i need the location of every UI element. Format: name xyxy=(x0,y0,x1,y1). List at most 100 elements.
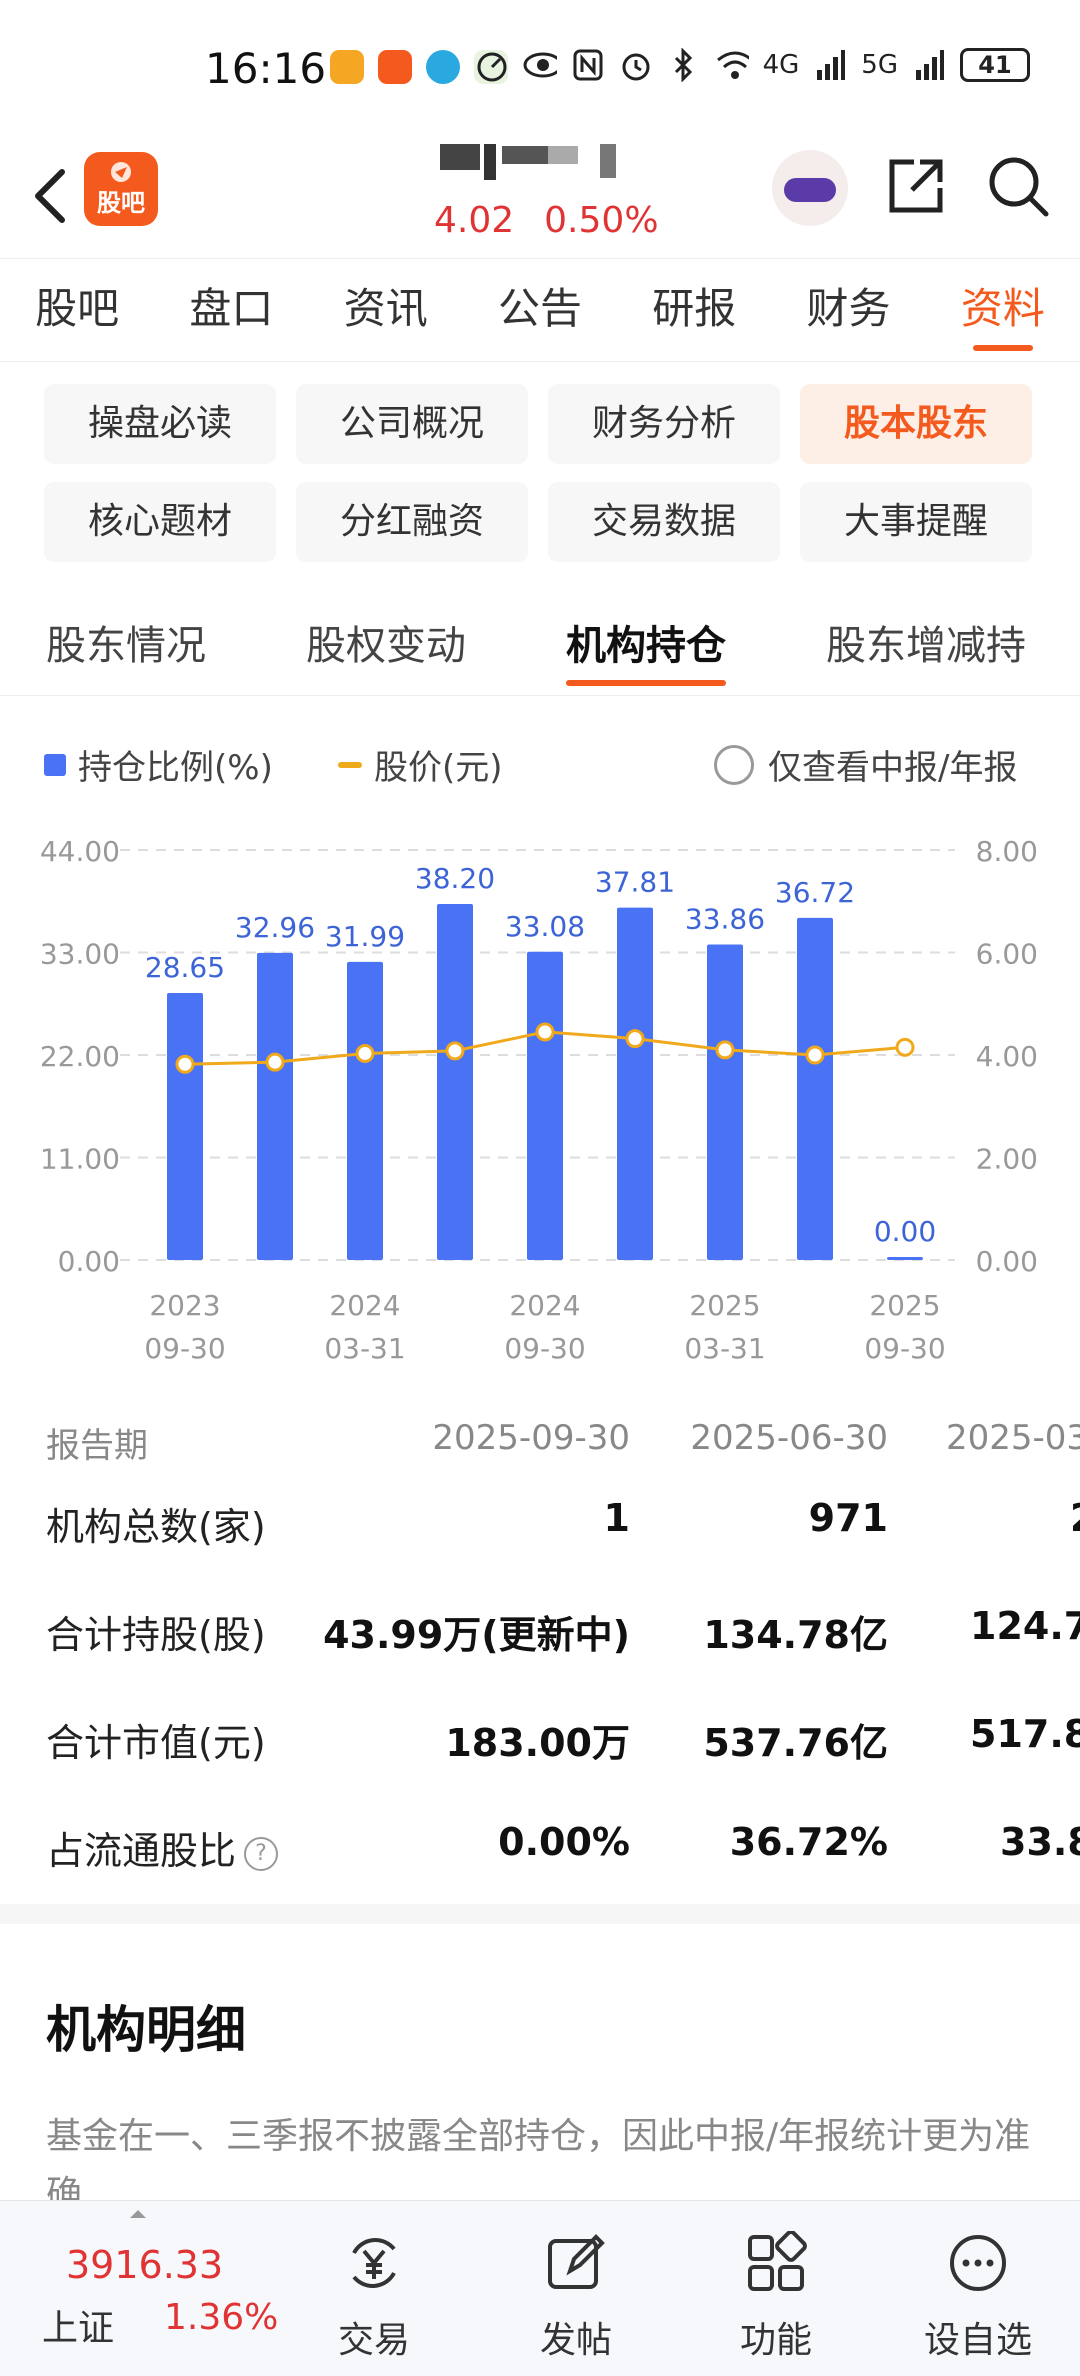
period-col-1: 2025-09-30 xyxy=(432,1418,630,1458)
report-filter-toggle[interactable]: 仅查看中报/年报 xyxy=(714,740,1017,789)
status-time: 16:16 xyxy=(205,44,327,93)
x-tick-year: 2025 xyxy=(689,1289,760,1322)
notification-icons xyxy=(330,50,508,84)
row-value: 183.00万 xyxy=(445,1721,630,1765)
tab-profile[interactable]: 资料 xyxy=(926,259,1080,361)
tab-shareholder-status[interactable]: 股东情况 xyxy=(46,623,206,669)
index-value: 3916.33 xyxy=(66,2243,224,2287)
more-icon xyxy=(950,2235,1006,2291)
nav-add-watchlist-label: 设自选 xyxy=(923,2320,1032,2361)
nav-trade[interactable]: 交易 xyxy=(294,2201,454,2376)
tab-institutional-holdings[interactable]: 机构持仓 xyxy=(566,604,726,688)
subtab-trading-guide[interactable]: 操盘必读 xyxy=(44,384,276,464)
x-tick-date: 09-30 xyxy=(144,1332,225,1365)
period-header-label: 报告期 xyxy=(46,1426,148,1466)
main-tabs: 股吧 盘口 资讯 公告 研报 财务 资料 xyxy=(0,258,1080,362)
subtab-events[interactable]: 大事提醒 xyxy=(800,482,1032,562)
row-label: 合计持股(股) xyxy=(46,1613,266,1657)
subtab-core-themes[interactable]: 核心题材 xyxy=(44,482,276,562)
subtab-dividends[interactable]: 分红融资 xyxy=(296,482,528,562)
share-button[interactable] xyxy=(884,154,948,218)
signal-5g-label: 5G xyxy=(861,50,898,80)
institution-detail-note: 基金在一、三季报不披露全部持仓，因此中报/年报统计更为准确 xyxy=(46,2116,1031,2204)
legend-bar-swatch xyxy=(44,753,66,776)
holdings-chart: 44.00 33.00 22.00 11.00 0.00 8.00 6.00 4.00 2.00… xyxy=(40,835,1038,1365)
holdings-summary-table: 报告期 2025-09-30 2025-06-30 2025-03 机构总数(家… xyxy=(0,1400,1080,1880)
yen-icon xyxy=(352,2238,396,2288)
logo-text: 股吧 xyxy=(97,188,145,217)
y-right-tick-label: 0.00 xyxy=(976,1245,1038,1278)
bar xyxy=(527,951,563,1260)
nav-functions[interactable]: 功能 xyxy=(696,2201,856,2376)
x-tick-year: 2024 xyxy=(329,1289,400,1322)
tab-guba[interactable]: 股吧 xyxy=(35,284,120,333)
y-left-tick-label: 44.00 xyxy=(40,835,120,868)
row-value: 33.8 xyxy=(1000,1820,1080,1864)
shareholder-tabs: 股东情况 股权变动 机构持仓 股东增减持 xyxy=(0,604,1080,696)
y-right-tick-label: 6.00 xyxy=(976,938,1038,971)
tab-announcements[interactable]: 公告 xyxy=(497,284,582,333)
nav-post-label: 发帖 xyxy=(539,2320,612,2361)
grid-icon xyxy=(748,2230,807,2291)
bar xyxy=(167,993,203,1260)
subtab-shareholders[interactable]: 股本股东 xyxy=(800,384,1032,464)
x-tick-year: 2024 xyxy=(509,1289,580,1322)
share-icon xyxy=(889,159,943,213)
back-button[interactable] xyxy=(26,160,76,230)
legend-line-label: 股价(元) xyxy=(374,748,503,788)
subtab-company-overview[interactable]: 公司概况 xyxy=(296,384,528,464)
row-value: 517.8 xyxy=(970,1712,1080,1756)
stock-price: 4.02 xyxy=(434,200,515,241)
row-value: 2 xyxy=(1070,1496,1080,1540)
subtab-financial-analysis[interactable]: 财务分析 xyxy=(548,384,780,464)
tab-pankou[interactable]: 盘口 xyxy=(189,284,274,333)
row-label-with-help: 占流通股比? xyxy=(46,1820,279,1875)
table-header-row: 报告期 2025-09-30 2025-06-30 2025-03 xyxy=(0,1418,1080,1478)
tab-equity-changes[interactable]: 股权变动 xyxy=(306,623,466,669)
price-point xyxy=(445,1041,465,1061)
price-point xyxy=(355,1043,375,1063)
help-icon[interactable]: ? xyxy=(244,1836,279,1871)
app-notification-icon xyxy=(330,50,364,84)
radio-icon[interactable] xyxy=(714,744,754,785)
x-tick-date: 03-31 xyxy=(684,1332,765,1365)
report-filter-label: 仅查看中报/年报 xyxy=(768,748,1018,788)
y-left-tick-label: 11.00 xyxy=(40,1143,120,1176)
edit-icon xyxy=(548,2234,605,2289)
nav-post[interactable]: 发帖 xyxy=(496,2201,656,2376)
subtab-trading-data[interactable]: 交易数据 xyxy=(548,482,780,562)
price-line: 4.02 0.50% xyxy=(434,200,689,241)
x-tick-date: 03-31 xyxy=(324,1332,405,1365)
eye-icon xyxy=(523,48,557,82)
tab-finance[interactable]: 财务 xyxy=(806,284,891,333)
tab-research[interactable]: 研报 xyxy=(652,284,737,333)
legend-line: 股价(元) xyxy=(338,740,503,789)
bar-data-label: 0.00 xyxy=(874,1215,936,1248)
legend-bar: 持仓比例(%) xyxy=(44,740,273,789)
ai-assistant-icon[interactable] xyxy=(772,150,848,226)
system-indicators: 4G 5G 41 xyxy=(475,48,1030,82)
signal-4g-label: 4G xyxy=(762,50,800,80)
price-point xyxy=(175,1054,195,1074)
chevron-left-icon xyxy=(35,169,65,223)
signal-icon-2 xyxy=(912,48,946,82)
bottom-nav-bar: 3916.33 上证 1.36% 交易 发帖 功能 设自选 xyxy=(0,2200,1080,2376)
bar-data-label: 31.99 xyxy=(325,920,405,953)
speed-icon xyxy=(475,48,509,82)
price-point xyxy=(715,1040,735,1060)
row-label: 机构总数(家) xyxy=(46,1505,266,1549)
guba-logo[interactable]: 股吧 xyxy=(84,152,158,226)
row-value: 43.99万(更新中) xyxy=(323,1613,630,1657)
signal-icon xyxy=(813,48,847,82)
row-label: 占流通股比 xyxy=(46,1829,237,1873)
tab-news[interactable]: 资讯 xyxy=(343,284,428,333)
y-right-tick-label: 8.00 xyxy=(976,835,1038,868)
alarm-icon xyxy=(619,48,653,82)
battery-indicator: 41 xyxy=(960,48,1030,82)
row-value: 971 xyxy=(808,1496,888,1540)
nav-add-watchlist[interactable]: 设自选 xyxy=(898,2201,1058,2376)
bar-data-label: 38.20 xyxy=(415,862,495,895)
tab-shareholder-changes[interactable]: 股东增减持 xyxy=(826,623,1026,669)
y-left-tick-label: 0.00 xyxy=(58,1245,120,1278)
search-button[interactable] xyxy=(986,154,1050,218)
